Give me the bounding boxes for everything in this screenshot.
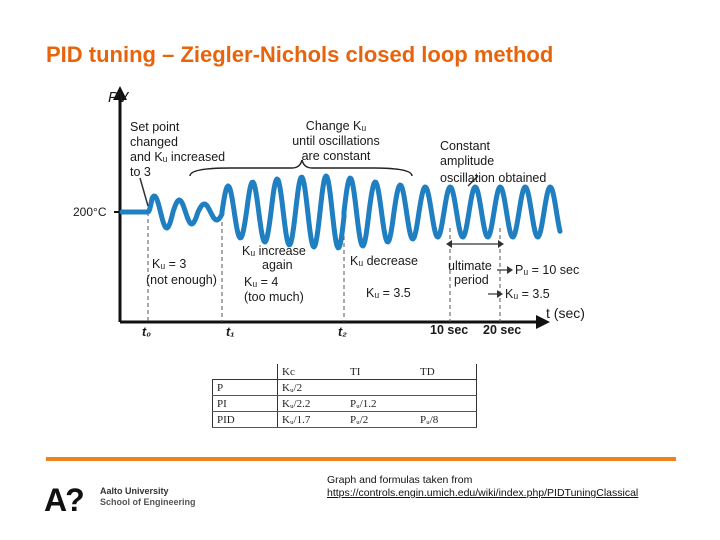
table-cell: PI — [212, 395, 278, 412]
svg-text:Kᵤ increase: Kᵤ increase — [242, 244, 306, 258]
table-row: PID Kᵤ/1.7 Pᵤ/2 Pᵤ/8 — [212, 411, 477, 428]
svg-text:Kᵤ = 3: Kᵤ = 3 — [152, 257, 186, 271]
annotation-constant: Constant amplitude oscillation obtained — [440, 139, 546, 185]
table-cell: Pᵤ/1.2 — [346, 395, 416, 412]
arrow-constant — [467, 175, 479, 187]
university-name: Aalto University — [100, 486, 169, 496]
svg-text:10 sec: 10 sec — [430, 323, 468, 337]
annotation-ku-decrease: Kᵤ decrease — [350, 254, 418, 268]
tuning-table: Kc TI TD P Kᵤ/2 PI Kᵤ/2.2 Pᵤ/1.2 PID Kᵤ/… — [212, 364, 477, 428]
annotation-setpoint: Set point changed and Kᵤ increased to 3 — [130, 120, 225, 179]
x-axis-arrow — [536, 315, 550, 329]
svg-text:Kᵤ = 4: Kᵤ = 4 — [244, 275, 278, 289]
pu-value: Pᵤ = 10 sec — [515, 263, 579, 277]
table-cell — [416, 395, 477, 412]
svg-text:20 sec: 20 sec — [483, 323, 521, 337]
svg-text:again: again — [262, 258, 293, 272]
credit-text: Graph and formulas taken from — [327, 474, 473, 486]
annotation-change-ku: Change Kᵤ until oscillations are constan… — [292, 119, 380, 163]
table-cell: PID — [212, 411, 278, 428]
source-credit: Graph and formulas taken from https://co… — [327, 474, 638, 500]
table-cell: Pᵤ/8 — [416, 411, 477, 428]
svg-text:oscillation obtained: oscillation obtained — [440, 171, 546, 185]
svg-text:(too much): (too much) — [244, 290, 304, 304]
x-axis-label: t (sec) — [546, 305, 585, 321]
period-arrow-right — [498, 240, 504, 248]
annotation-ku-increase: Kᵤ increase again Kᵤ = 4 (too much) — [242, 244, 306, 304]
svg-text:t₀: t₀ — [142, 325, 151, 339]
y-axis-arrow — [113, 86, 127, 100]
table-header-ti: TI — [346, 364, 416, 380]
pv-waveform — [119, 173, 563, 251]
svg-text:Constant: Constant — [440, 139, 491, 153]
y-axis-label: PV — [108, 89, 130, 106]
annotation-ku3: Kᵤ = 3 (not enough) — [146, 257, 217, 287]
slide-title: PID tuning – Ziegler-Nichols closed loop… — [46, 42, 554, 67]
svg-text:t₁: t₁ — [226, 325, 235, 339]
svg-text:Change Kᵤ: Change Kᵤ — [306, 119, 367, 133]
period-arrow-left — [446, 240, 452, 248]
table-header-kc: Kc — [277, 364, 346, 380]
arrow-pu-head — [507, 266, 513, 274]
table-cell — [416, 379, 477, 396]
source-link[interactable]: https://controls.engin.umich.edu/wiki/in… — [327, 487, 639, 499]
table-header-td: TD — [416, 364, 477, 380]
table-cell — [346, 379, 416, 396]
arrow-setpoint — [139, 177, 149, 207]
svg-text:Set point: Set point — [130, 120, 180, 134]
table-cell: Kᵤ/1.7 — [277, 411, 346, 428]
svg-text:t₂: t₂ — [338, 325, 347, 339]
table-header-cell — [213, 364, 278, 380]
school-name: School of Engineering — [100, 497, 196, 507]
table-row: P Kᵤ/2 — [212, 379, 477, 396]
svg-text:(not enough): (not enough) — [146, 273, 217, 287]
table-cell: Kᵤ/2.2 — [277, 395, 346, 412]
svg-text:amplitude: amplitude — [440, 154, 494, 168]
table-row: PI Kᵤ/2.2 Pᵤ/1.2 — [212, 395, 477, 412]
footer-divider — [46, 457, 676, 461]
arrow-ku-head — [497, 290, 503, 298]
svg-text:changed: changed — [130, 135, 178, 149]
table-cell: P — [212, 379, 278, 396]
svg-text:to 3: to 3 — [130, 165, 151, 179]
svg-text:are constant: are constant — [302, 149, 371, 163]
table-cell: Pᵤ/2 — [346, 411, 416, 428]
svg-text:ultimate: ultimate — [448, 259, 492, 273]
svg-text:and Kᵤ increased: and Kᵤ increased — [130, 150, 225, 164]
brace-icon — [189, 159, 413, 177]
time-labels: t₀ t₁ t₂ 10 sec 20 sec — [142, 323, 521, 339]
annotation-ku35: Kᵤ = 3.5 — [366, 286, 411, 300]
logo-mark-icon: A? — [44, 482, 85, 518]
svg-text:until oscillations: until oscillations — [292, 134, 380, 148]
ku-value: Kᵤ = 3.5 — [505, 287, 550, 301]
svg-text:period: period — [454, 273, 489, 287]
table-cell: Kᵤ/2 — [277, 379, 346, 396]
annotation-ultimate-period: ultimate period — [448, 259, 492, 287]
setpoint-label: 200°C — [73, 205, 107, 219]
